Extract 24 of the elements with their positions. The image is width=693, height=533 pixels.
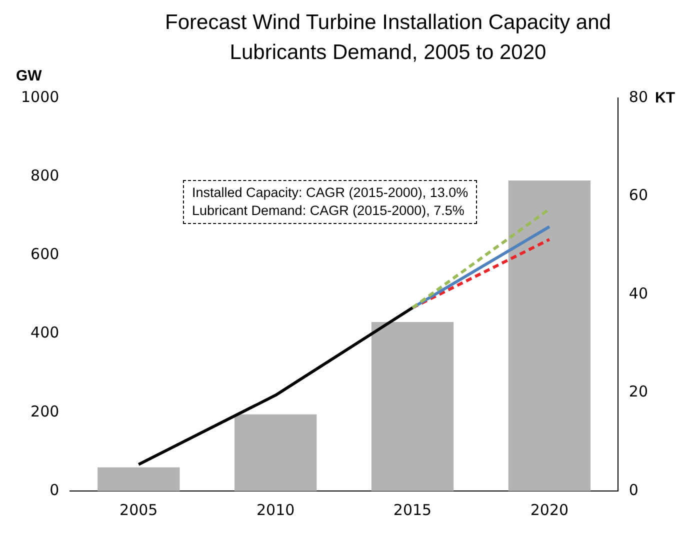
annotation: Lubricant Demand: CAGR (2015-2000), 7.5% bbox=[192, 202, 466, 220]
x-tick-label: 2015 bbox=[393, 500, 432, 519]
y-tick-label: 600 bbox=[30, 245, 60, 264]
bar bbox=[98, 467, 180, 491]
bar bbox=[371, 322, 454, 491]
y2-tick-label: 40 bbox=[628, 284, 648, 302]
y-tick-label: 200 bbox=[30, 402, 60, 420]
y2-tick-label: 0 bbox=[628, 480, 638, 499]
y-tick-label: 1000 bbox=[20, 88, 60, 106]
y2-tick-label: 80 bbox=[628, 88, 648, 106]
annotation: Installed Capacity: CAGR (2015-2000), 13.0% bbox=[192, 184, 468, 202]
x-tick-label: 2005 bbox=[120, 500, 158, 519]
y-tick-label: 0 bbox=[50, 480, 60, 499]
y2-tick-label: 60 bbox=[628, 186, 648, 204]
y-tick-label: 400 bbox=[30, 324, 60, 342]
y2-tick-label: 20 bbox=[628, 382, 648, 401]
x-tick-label: 2010 bbox=[256, 500, 295, 519]
x-tick-label: 2020 bbox=[530, 500, 569, 519]
y-axis-title: GW bbox=[16, 68, 43, 85]
y-tick-label: 800 bbox=[30, 166, 60, 184]
chart-title: Forecast Wind Turbine Installation Capacity and Lubricants Demand, 2005 to 2020 bbox=[164, 10, 612, 66]
bar bbox=[508, 180, 591, 491]
y2-axis-title: KT bbox=[655, 90, 675, 107]
bar bbox=[234, 414, 317, 491]
